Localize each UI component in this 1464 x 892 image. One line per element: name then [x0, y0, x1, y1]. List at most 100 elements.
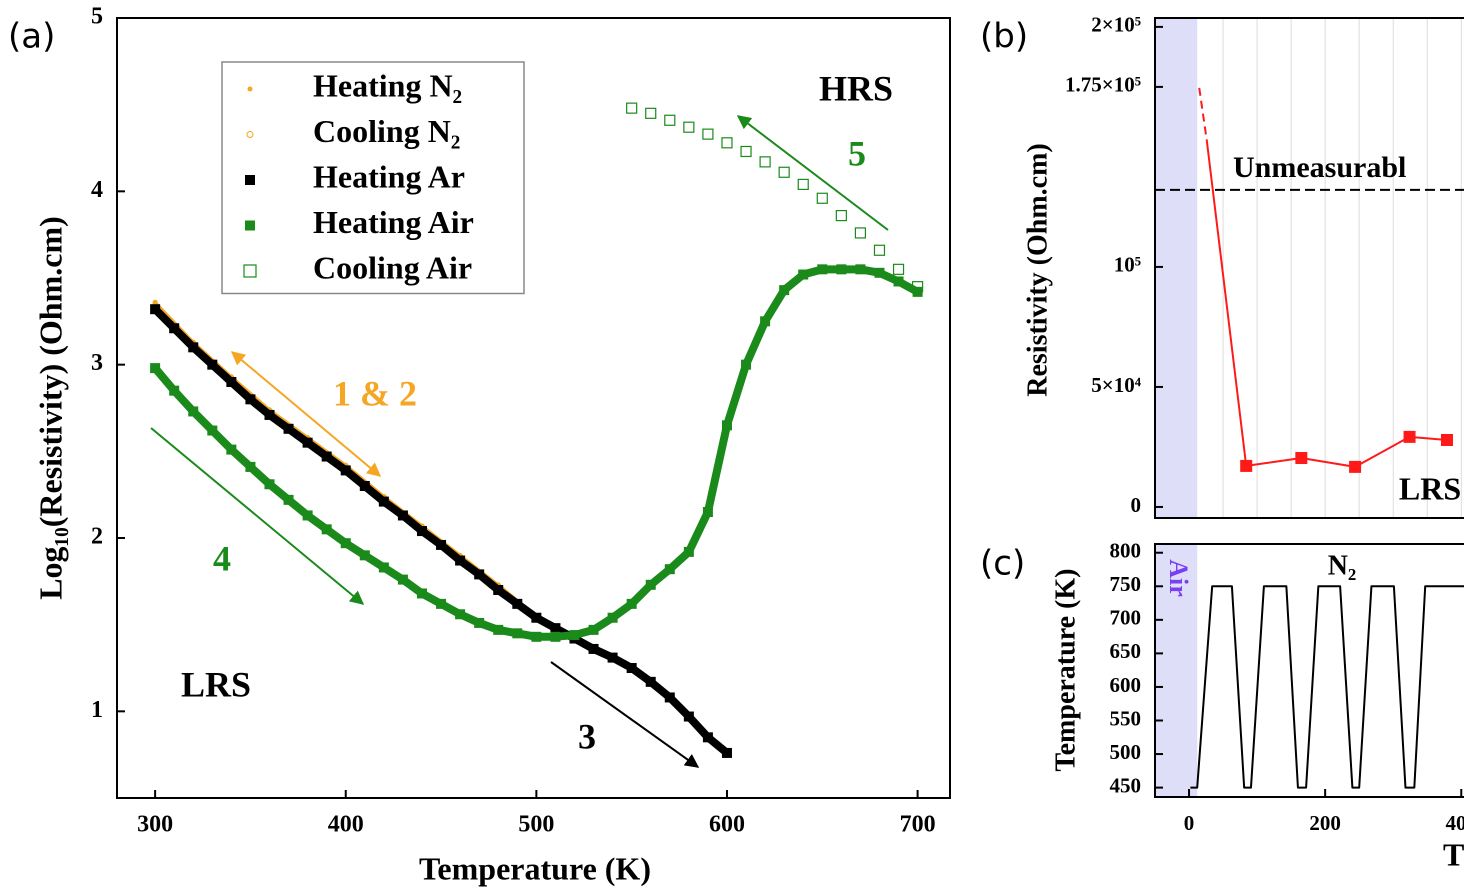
annotation: 5 — [848, 133, 866, 173]
x-axis-label: T — [1443, 836, 1464, 872]
y-tick-label: 500 — [1110, 740, 1142, 764]
data-point — [188, 342, 199, 353]
data-point — [607, 612, 618, 623]
threshold-label: Unmeasurabl — [1233, 151, 1406, 184]
data-point — [702, 507, 713, 517]
data-point — [760, 316, 771, 327]
data-point — [626, 663, 637, 673]
data-point — [416, 526, 427, 537]
legend-label: Heating Air — [313, 204, 474, 240]
annotation: 1 & 2 — [333, 373, 417, 413]
data-point — [512, 598, 523, 609]
annotation: LRS — [181, 664, 251, 704]
data-point — [817, 264, 828, 275]
data-point — [664, 692, 675, 703]
data-point — [207, 425, 218, 436]
data-point — [892, 263, 905, 275]
annotation: 4 — [213, 538, 231, 578]
arrow — [550, 661, 700, 768]
data-point — [321, 524, 332, 535]
data-point — [645, 579, 656, 590]
data-point — [854, 227, 867, 239]
legend-box — [221, 61, 525, 295]
data-point — [588, 643, 599, 654]
data-point — [264, 409, 275, 420]
data-point — [798, 269, 809, 280]
data-point — [226, 377, 237, 387]
data-point — [207, 359, 218, 370]
data-point — [836, 264, 847, 275]
plot-frame — [1154, 17, 1464, 519]
y-tick-label: 1.75×10⁵ — [1065, 73, 1141, 97]
x-tick-label: 400 — [1446, 811, 1464, 835]
y-tick-label: 450 — [1110, 773, 1142, 797]
y-tick-label: 5×10⁴ — [1091, 373, 1141, 397]
data-point — [607, 652, 618, 663]
annotation: N₂ — [1328, 550, 1357, 581]
y-tick-label: 700 — [1110, 606, 1142, 630]
data-point — [493, 585, 504, 595]
data-point — [359, 481, 370, 491]
data-point — [359, 550, 370, 561]
data-point — [721, 137, 733, 149]
arrow — [230, 351, 382, 477]
data-point — [397, 574, 408, 585]
data-point — [169, 323, 180, 334]
data-point — [835, 210, 847, 222]
data-point — [873, 244, 886, 256]
data-point — [264, 479, 275, 490]
data-point — [531, 612, 542, 623]
data-point — [797, 178, 809, 190]
data-point — [874, 267, 885, 278]
data-point — [779, 285, 790, 296]
data-point — [150, 363, 161, 374]
plot-frame — [116, 17, 951, 799]
data-point — [150, 304, 161, 315]
data-point — [588, 624, 599, 635]
y-tick-label: 1 — [91, 697, 103, 723]
arrow — [150, 427, 365, 605]
legend-label: Heating Ar — [313, 158, 465, 194]
data-point — [512, 628, 523, 639]
data-point — [378, 496, 389, 507]
data-point — [683, 711, 694, 722]
data-point — [683, 546, 694, 557]
arrow — [736, 115, 889, 231]
data-point — [645, 676, 656, 687]
data-point — [169, 385, 180, 396]
data-point — [302, 510, 313, 521]
series-line — [152, 265, 920, 641]
x-tick-label: 0 — [1184, 811, 1195, 835]
data-point — [893, 276, 904, 287]
y-tick-label: 800 — [1110, 539, 1142, 563]
x-tick-label: 200 — [1309, 811, 1341, 835]
data-point — [855, 264, 866, 275]
y-tick-label: 10⁵ — [1114, 253, 1141, 277]
legend-marker — [246, 131, 254, 138]
data-point — [226, 444, 237, 455]
plot-frame — [1154, 543, 1464, 798]
legend-label: Cooling N₂ — [313, 113, 460, 149]
legend-label: Heating N₂ — [313, 67, 462, 103]
data-point — [436, 539, 447, 550]
data-point — [911, 281, 924, 293]
data-point — [531, 631, 542, 642]
data-point — [397, 510, 408, 521]
data-point — [721, 747, 732, 758]
x-tick-label: 300 — [137, 812, 173, 838]
panel-label: (b) — [980, 17, 1028, 57]
data-point — [340, 538, 351, 549]
data-point — [626, 598, 637, 609]
y-tick-label: 5 — [91, 4, 103, 30]
data-point — [550, 623, 561, 634]
data-point — [245, 394, 256, 405]
data-point — [702, 732, 713, 743]
panel-label: (c) — [980, 544, 1025, 584]
data-point — [1403, 430, 1416, 443]
data-point — [1349, 460, 1362, 473]
y-tick-label: 750 — [1110, 572, 1142, 596]
series-line — [1205, 139, 1448, 468]
data-point — [816, 192, 828, 204]
